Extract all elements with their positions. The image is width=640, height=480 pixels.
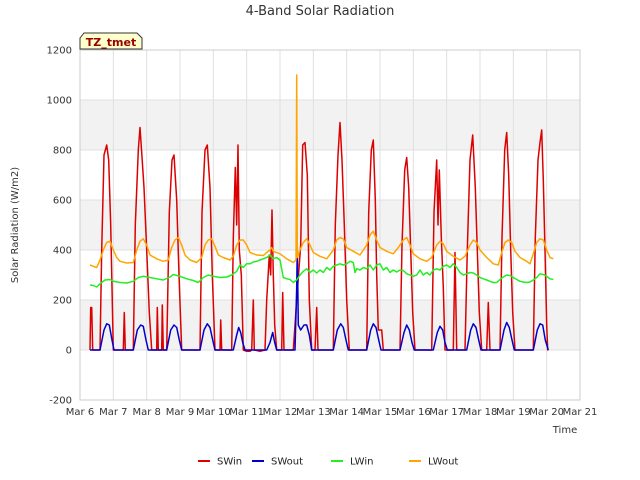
y-tick-label: 400: [53, 246, 72, 257]
x-tick-label: Mar 21: [563, 407, 598, 418]
x-tick-label: Mar 18: [463, 407, 498, 418]
x-tick-label: Mar 10: [196, 407, 231, 418]
y-tick-label: 1200: [47, 46, 72, 57]
x-tick-label: Mar 16: [396, 407, 431, 418]
legend-label-swin: SWin: [217, 457, 242, 468]
x-tick-label: Mar 8: [132, 407, 160, 418]
series-line-swout: [90, 246, 550, 351]
background-band: [80, 200, 580, 250]
x-axis-title: Time: [552, 425, 577, 436]
background-band: [80, 100, 580, 150]
background-band: [80, 250, 580, 300]
site-tag: TZ_tmet: [79, 32, 143, 50]
x-tick-label: Mar 9: [166, 407, 194, 418]
x-tick-label: Mar 11: [229, 407, 264, 418]
site-tag-label: TZ_tmet: [86, 36, 136, 49]
y-tick-label: 200: [53, 296, 72, 307]
chart-title: 4-Band Solar Radiation: [246, 4, 395, 19]
x-tick-label: Mar 13: [296, 407, 331, 418]
y-tick-label: 1000: [47, 96, 72, 107]
x-tick-label: Mar 19: [496, 407, 531, 418]
legend-label-lwout: LWout: [428, 457, 458, 468]
x-tick-label: Mar 15: [363, 407, 398, 418]
y-tick-label: -200: [49, 396, 72, 407]
x-tick-label: Mar 20: [529, 407, 564, 418]
x-tick-label: Mar 12: [263, 407, 298, 418]
x-tick-label: Mar 17: [429, 407, 464, 418]
series-line-lwin: [89, 254, 554, 288]
y-tick-label: 800: [53, 146, 72, 157]
series-line-swin: [89, 121, 549, 353]
background-band: [80, 300, 580, 350]
y-tick-label: 600: [53, 196, 72, 207]
background-bands: [80, 50, 580, 400]
legend-label-swout: SWout: [271, 457, 303, 468]
x-tick-label: Mar 14: [329, 407, 364, 418]
y-axis-title: Solar Radiation (W/m2): [10, 167, 21, 283]
background-band: [80, 150, 580, 200]
background-band: [80, 50, 580, 100]
x-tick-label: Mar 6: [66, 407, 94, 418]
plot-frame: [79, 49, 581, 401]
y-axis-ticks: -200 0 200 400 600 800 1000 1200: [47, 46, 72, 407]
y-tick-label: 0: [66, 346, 72, 357]
x-tick-label: Mar 7: [99, 407, 127, 418]
series-line-lwout: [89, 74, 554, 269]
background-band: [80, 350, 580, 400]
legend: SWin SWout LWin LWout: [198, 457, 458, 468]
legend-label-lwin: LWin: [350, 457, 373, 468]
series-lines: [89, 74, 554, 353]
site-tag-box: [79, 32, 143, 50]
